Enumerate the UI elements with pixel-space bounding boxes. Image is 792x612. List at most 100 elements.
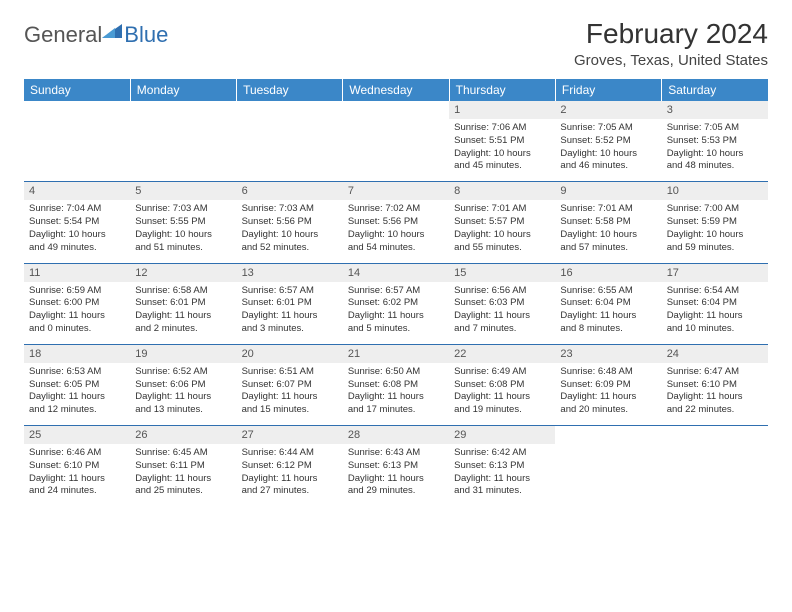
calendar-cell: 5Sunrise: 7:03 AMSunset: 5:55 PMDaylight…: [130, 182, 236, 263]
location-subtitle: Groves, Texas, United States: [574, 52, 768, 69]
weekday-header: Monday: [130, 79, 236, 101]
day-content: Sunrise: 7:05 AMSunset: 5:52 PMDaylight:…: [555, 119, 661, 181]
day-content: Sunrise: 7:03 AMSunset: 5:56 PMDaylight:…: [237, 200, 343, 262]
day-number: 2: [555, 101, 661, 119]
calendar-cell: 8Sunrise: 7:01 AMSunset: 5:57 PMDaylight…: [449, 182, 555, 263]
day-content: Sunrise: 6:55 AMSunset: 6:04 PMDaylight:…: [555, 282, 661, 344]
calendar-cell: 13Sunrise: 6:57 AMSunset: 6:01 PMDayligh…: [237, 263, 343, 344]
day-content: Sunrise: 7:03 AMSunset: 5:55 PMDaylight:…: [130, 200, 236, 262]
day-content: Sunrise: 6:49 AMSunset: 6:08 PMDaylight:…: [449, 363, 555, 425]
day-content: Sunrise: 6:59 AMSunset: 6:00 PMDaylight:…: [24, 282, 130, 344]
calendar-cell-empty: [555, 426, 661, 507]
calendar-cell: 27Sunrise: 6:44 AMSunset: 6:12 PMDayligh…: [237, 426, 343, 507]
calendar-cell: 25Sunrise: 6:46 AMSunset: 6:10 PMDayligh…: [24, 426, 130, 507]
day-number: 21: [343, 345, 449, 363]
day-content: Sunrise: 6:50 AMSunset: 6:08 PMDaylight:…: [343, 363, 449, 425]
weekday-header: Saturday: [662, 79, 768, 101]
calendar-cell: 29Sunrise: 6:42 AMSunset: 6:13 PMDayligh…: [449, 426, 555, 507]
logo-text-general: General: [24, 22, 102, 48]
day-number: 14: [343, 264, 449, 282]
calendar-cell-empty: [662, 426, 768, 507]
calendar-cell: 14Sunrise: 6:57 AMSunset: 6:02 PMDayligh…: [343, 263, 449, 344]
day-number: 22: [449, 345, 555, 363]
day-content: Sunrise: 6:53 AMSunset: 6:05 PMDaylight:…: [24, 363, 130, 425]
calendar-cell: 15Sunrise: 6:56 AMSunset: 6:03 PMDayligh…: [449, 263, 555, 344]
day-content: Sunrise: 6:57 AMSunset: 6:02 PMDaylight:…: [343, 282, 449, 344]
calendar-cell: 24Sunrise: 6:47 AMSunset: 6:10 PMDayligh…: [662, 344, 768, 425]
day-number: 1: [449, 101, 555, 119]
day-content: Sunrise: 6:54 AMSunset: 6:04 PMDaylight:…: [662, 282, 768, 344]
page-title: February 2024: [574, 18, 768, 50]
day-content: Sunrise: 6:57 AMSunset: 6:01 PMDaylight:…: [237, 282, 343, 344]
day-number: 16: [555, 264, 661, 282]
day-content: Sunrise: 7:01 AMSunset: 5:58 PMDaylight:…: [555, 200, 661, 262]
day-content: Sunrise: 7:04 AMSunset: 5:54 PMDaylight:…: [24, 200, 130, 262]
weekday-header-row: SundayMondayTuesdayWednesdayThursdayFrid…: [24, 79, 768, 101]
header: General Blue February 2024 Groves, Texas…: [24, 18, 768, 69]
day-number: 27: [237, 426, 343, 444]
weekday-header: Sunday: [24, 79, 130, 101]
day-content: Sunrise: 6:52 AMSunset: 6:06 PMDaylight:…: [130, 363, 236, 425]
day-number: 13: [237, 264, 343, 282]
calendar-cell: 20Sunrise: 6:51 AMSunset: 6:07 PMDayligh…: [237, 344, 343, 425]
day-content: Sunrise: 6:56 AMSunset: 6:03 PMDaylight:…: [449, 282, 555, 344]
day-content: Sunrise: 7:02 AMSunset: 5:56 PMDaylight:…: [343, 200, 449, 262]
calendar-cell: 1Sunrise: 7:06 AMSunset: 5:51 PMDaylight…: [449, 101, 555, 182]
day-content: Sunrise: 6:51 AMSunset: 6:07 PMDaylight:…: [237, 363, 343, 425]
logo: General Blue: [24, 22, 168, 48]
day-number: 4: [24, 182, 130, 200]
day-content: Sunrise: 7:06 AMSunset: 5:51 PMDaylight:…: [449, 119, 555, 181]
day-number: 12: [130, 264, 236, 282]
calendar-table: SundayMondayTuesdayWednesdayThursdayFrid…: [24, 79, 768, 506]
day-number: 18: [24, 345, 130, 363]
calendar-cell: 11Sunrise: 6:59 AMSunset: 6:00 PMDayligh…: [24, 263, 130, 344]
weekday-header: Thursday: [449, 79, 555, 101]
weekday-header: Wednesday: [343, 79, 449, 101]
calendar-cell: 3Sunrise: 7:05 AMSunset: 5:53 PMDaylight…: [662, 101, 768, 182]
day-number: 23: [555, 345, 661, 363]
day-content: Sunrise: 6:47 AMSunset: 6:10 PMDaylight:…: [662, 363, 768, 425]
day-number: 25: [24, 426, 130, 444]
calendar-cell: 21Sunrise: 6:50 AMSunset: 6:08 PMDayligh…: [343, 344, 449, 425]
calendar-cell: 19Sunrise: 6:52 AMSunset: 6:06 PMDayligh…: [130, 344, 236, 425]
calendar-cell: 16Sunrise: 6:55 AMSunset: 6:04 PMDayligh…: [555, 263, 661, 344]
day-number: 28: [343, 426, 449, 444]
calendar-row: 25Sunrise: 6:46 AMSunset: 6:10 PMDayligh…: [24, 426, 768, 507]
day-content: Sunrise: 6:58 AMSunset: 6:01 PMDaylight:…: [130, 282, 236, 344]
weekday-header: Tuesday: [237, 79, 343, 101]
day-number: 8: [449, 182, 555, 200]
day-number: 6: [237, 182, 343, 200]
day-number: 15: [449, 264, 555, 282]
calendar-cell-empty: [24, 101, 130, 182]
calendar-cell: 23Sunrise: 6:48 AMSunset: 6:09 PMDayligh…: [555, 344, 661, 425]
calendar-cell: 4Sunrise: 7:04 AMSunset: 5:54 PMDaylight…: [24, 182, 130, 263]
day-content: Sunrise: 6:48 AMSunset: 6:09 PMDaylight:…: [555, 363, 661, 425]
logo-text-blue: Blue: [124, 22, 168, 48]
calendar-cell: 2Sunrise: 7:05 AMSunset: 5:52 PMDaylight…: [555, 101, 661, 182]
day-number: 24: [662, 345, 768, 363]
calendar-cell-empty: [343, 101, 449, 182]
calendar-cell: 10Sunrise: 7:00 AMSunset: 5:59 PMDayligh…: [662, 182, 768, 263]
day-number: 20: [237, 345, 343, 363]
calendar-cell: 18Sunrise: 6:53 AMSunset: 6:05 PMDayligh…: [24, 344, 130, 425]
day-number: 29: [449, 426, 555, 444]
calendar-cell: 9Sunrise: 7:01 AMSunset: 5:58 PMDaylight…: [555, 182, 661, 263]
calendar-cell: 26Sunrise: 6:45 AMSunset: 6:11 PMDayligh…: [130, 426, 236, 507]
day-number: 9: [555, 182, 661, 200]
calendar-body: 1Sunrise: 7:06 AMSunset: 5:51 PMDaylight…: [24, 101, 768, 506]
day-content: Sunrise: 6:45 AMSunset: 6:11 PMDaylight:…: [130, 444, 236, 506]
day-content: Sunrise: 7:05 AMSunset: 5:53 PMDaylight:…: [662, 119, 768, 181]
calendar-cell: 6Sunrise: 7:03 AMSunset: 5:56 PMDaylight…: [237, 182, 343, 263]
calendar-cell-empty: [237, 101, 343, 182]
day-number: 10: [662, 182, 768, 200]
calendar-row: 18Sunrise: 6:53 AMSunset: 6:05 PMDayligh…: [24, 344, 768, 425]
calendar-row: 1Sunrise: 7:06 AMSunset: 5:51 PMDaylight…: [24, 101, 768, 182]
day-content: Sunrise: 6:46 AMSunset: 6:10 PMDaylight:…: [24, 444, 130, 506]
calendar-cell: 7Sunrise: 7:02 AMSunset: 5:56 PMDaylight…: [343, 182, 449, 263]
calendar-cell-empty: [130, 101, 236, 182]
calendar-cell: 22Sunrise: 6:49 AMSunset: 6:08 PMDayligh…: [449, 344, 555, 425]
calendar-row: 4Sunrise: 7:04 AMSunset: 5:54 PMDaylight…: [24, 182, 768, 263]
day-number: 26: [130, 426, 236, 444]
day-number: 3: [662, 101, 768, 119]
calendar-row: 11Sunrise: 6:59 AMSunset: 6:00 PMDayligh…: [24, 263, 768, 344]
